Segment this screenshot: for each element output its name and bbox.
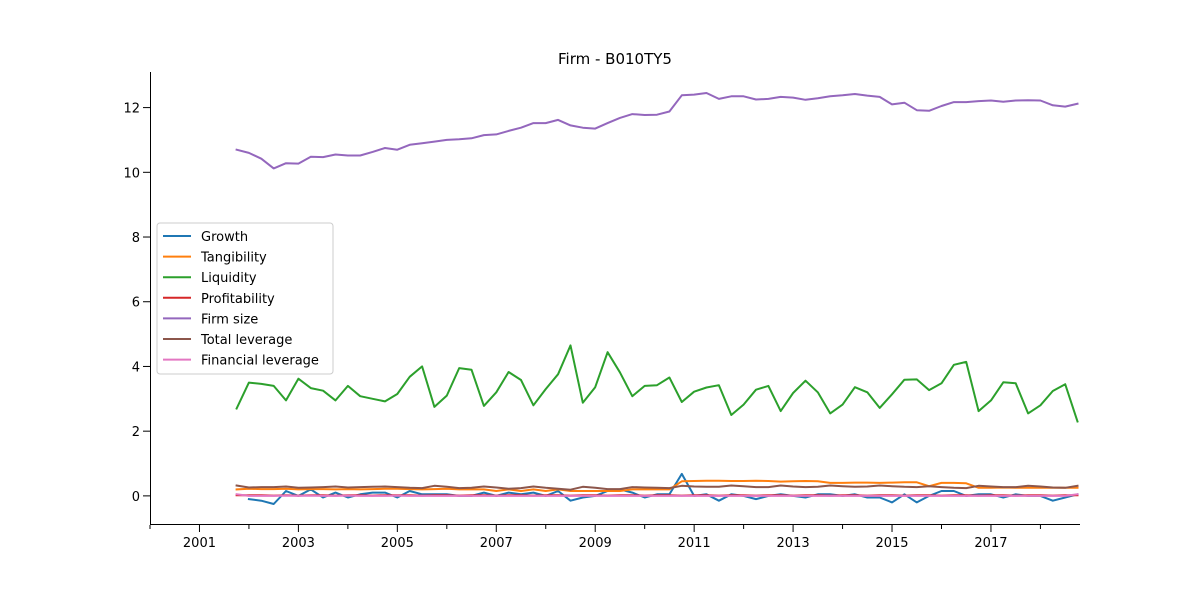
x-tick-label: 2007 — [480, 536, 513, 551]
x-tick-label: 2009 — [579, 536, 612, 551]
legend-label-total-leverage: Total leverage — [200, 333, 292, 348]
y-tick-label: 4 — [132, 360, 140, 375]
y-tick-label: 0 — [132, 490, 140, 505]
y-tick-label: 10 — [123, 166, 140, 181]
y-ticks: 0 2 4 6 8 10 12 — [123, 102, 150, 505]
x-ticks: 2001 2003 2005 2007 2009 2011 2013 2015 2017 — [149, 525, 1041, 551]
legend-label-liquidity: Liquidity — [201, 271, 257, 286]
y-tick-label: 2 — [132, 425, 140, 440]
legend-label-profitability: Profitability — [201, 292, 275, 307]
legend-frame — [156, 222, 334, 375]
x-tick-label: 2003 — [282, 536, 315, 551]
chart-title: Firm - B010TY5 — [558, 50, 672, 68]
y-tick-label: 8 — [132, 231, 140, 246]
series-line-firm-size — [235, 92, 1079, 170]
y-tick-label: 6 — [132, 296, 140, 311]
x-tick-label: 2017 — [974, 536, 1007, 551]
x-tick-label: 2011 — [678, 536, 711, 551]
legend-label-growth: Growth — [201, 230, 248, 245]
legend-label-firm-size: Firm size — [201, 312, 258, 327]
y-tick-label: 12 — [123, 102, 140, 117]
x-tick-label: 2013 — [777, 536, 810, 551]
x-tick-label: 2015 — [875, 536, 908, 551]
axes-layer — [150, 72, 1080, 525]
series-line-tangibility — [235, 479, 1079, 492]
x-tick-label: 2001 — [183, 536, 216, 551]
legend-label-financial-leverage: Financial leverage — [201, 354, 319, 369]
legend-items: Growth Tangibility Liquidity Profitability F… — [163, 230, 319, 369]
legend: Growth Tangibility Liquidity Profitability F… — [156, 222, 334, 375]
series-line-total-leverage — [235, 484, 1079, 491]
x-tick-label: 2005 — [381, 536, 414, 551]
series-line-liquidity — [235, 344, 1079, 423]
series-layer — [235, 92, 1079, 505]
legend-label-tangibility: Tangibility — [200, 251, 267, 266]
series-line-financial-leverage — [235, 493, 1079, 497]
